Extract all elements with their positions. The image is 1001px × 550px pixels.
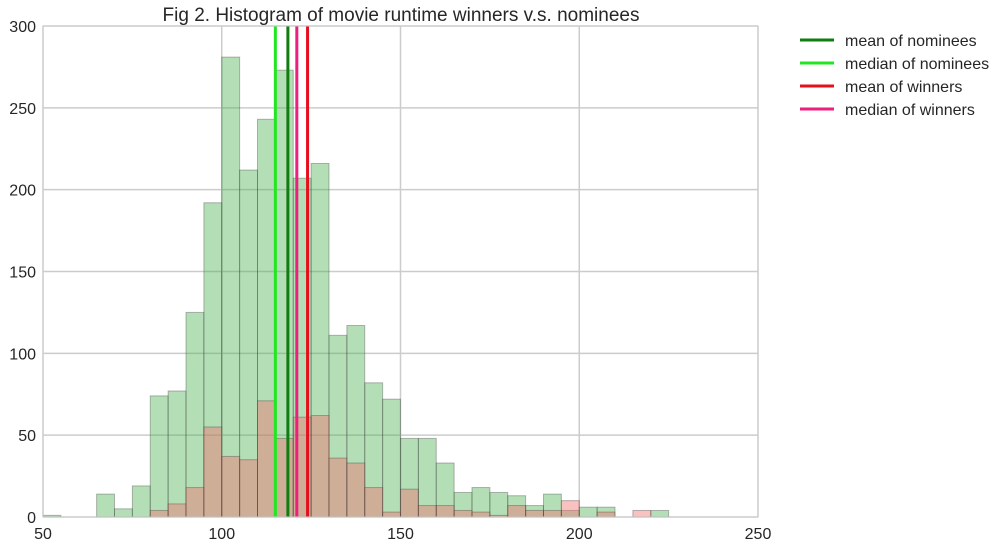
chart-title: Fig 2. Histogram of movie runtime winner… xyxy=(163,5,640,26)
winners-bar-105 xyxy=(239,459,258,518)
nominees-bar-145 xyxy=(382,398,401,518)
winners-bar-195 xyxy=(560,500,580,518)
legend-label: median of winners xyxy=(845,102,975,119)
x-tick-label: 250 xyxy=(745,526,772,543)
winners-bar-160 xyxy=(435,505,455,518)
winners-bar-180 xyxy=(507,505,527,518)
y-tick-label: 250 xyxy=(9,101,36,118)
winners-bar-80 xyxy=(149,509,169,518)
y-tick-label: 50 xyxy=(18,428,36,445)
winners-bar-165 xyxy=(453,509,473,518)
x-tick-label: 50 xyxy=(34,526,52,543)
nominees-bar-100 xyxy=(221,56,241,518)
x-axis-ticks: 50 100 150 200 250 xyxy=(34,526,771,543)
y-tick-label: 0 xyxy=(27,510,36,527)
winners-bar-170 xyxy=(471,511,491,518)
winners-bar-115 xyxy=(274,437,294,518)
winners-bar-150 xyxy=(400,488,419,518)
winners-bar-155 xyxy=(417,505,437,518)
winners-bar-145 xyxy=(382,511,401,518)
winners-bar-100 xyxy=(221,455,241,518)
legend-label: mean of winners xyxy=(845,79,962,96)
winner-bars xyxy=(149,400,652,518)
nominee-bars xyxy=(42,56,670,518)
nominees-bar-80 xyxy=(149,395,169,518)
y-tick-label: 200 xyxy=(9,183,36,200)
winners-bar-95 xyxy=(203,426,223,518)
winners-bar-190 xyxy=(543,509,562,518)
y-tick-label: 300 xyxy=(9,19,36,36)
winners-bar-135 xyxy=(346,462,366,518)
legend-label: median of nominees xyxy=(845,56,989,73)
winners-bar-205 xyxy=(596,511,616,518)
x-tick-label: 100 xyxy=(208,526,235,543)
nominees-bar-75 xyxy=(131,485,151,518)
y-tick-label: 100 xyxy=(9,346,36,363)
winners-bar-110 xyxy=(257,400,276,518)
winners-bar-185 xyxy=(525,509,544,518)
winners-bar-125 xyxy=(310,415,330,518)
nominees-bar-220 xyxy=(650,509,670,518)
x-tick-label: 150 xyxy=(387,526,414,543)
nominees-bar-70 xyxy=(114,508,133,518)
legend-label: mean of nominees xyxy=(845,33,977,50)
nominees-bar-175 xyxy=(489,491,509,518)
winners-bar-85 xyxy=(167,503,187,518)
winners-bar-130 xyxy=(328,457,348,518)
nominees-bar-85 xyxy=(167,390,187,518)
winners-bar-140 xyxy=(364,487,384,518)
y-axis-ticks: 0 50 100 150 200 250 300 xyxy=(9,19,36,527)
nominees-bar-200 xyxy=(578,506,598,518)
nominees-bar-65 xyxy=(96,493,115,518)
reference-lines xyxy=(273,26,310,517)
y-tick-label: 150 xyxy=(9,265,36,282)
legend: mean of nominees median of nominees mean o… xyxy=(800,33,989,119)
winners-bar-215 xyxy=(632,509,652,518)
x-tick-label: 200 xyxy=(566,526,593,543)
winners-bar-90 xyxy=(185,487,205,518)
nominees-bar-90 xyxy=(185,311,205,518)
plot-frame xyxy=(42,25,759,518)
